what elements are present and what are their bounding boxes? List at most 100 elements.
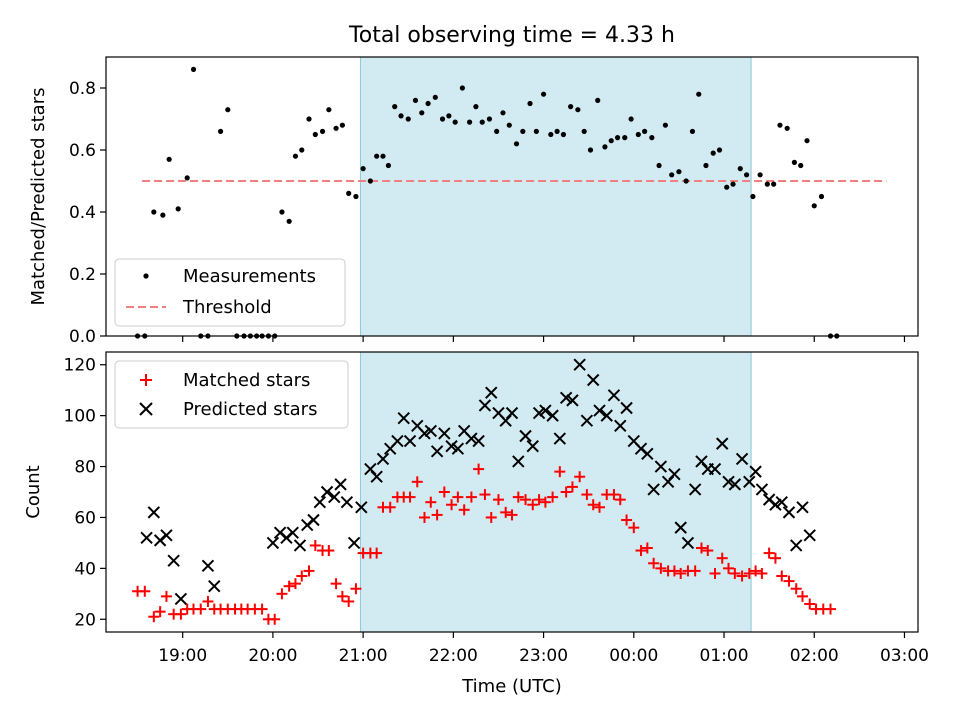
matched-star-point [425,496,437,508]
measurement-point [595,97,601,103]
predicted-star-point [553,432,567,445]
matched-star-point [485,511,497,523]
measurement-point [306,116,312,122]
matched-star-point [554,466,566,478]
predicted-star-point [573,358,586,371]
measurement-point [554,128,560,134]
predicted-star-point [391,434,404,448]
predicted-star-point [647,483,660,496]
measurement-point [689,128,696,134]
legend-predicted-marker [139,402,153,416]
measurement-point [339,122,345,128]
measurement-point [608,138,614,144]
measurement-point [635,131,641,138]
measurement-point [398,113,404,119]
measurement-point [750,193,756,200]
measurement-point [175,206,181,212]
top-plot-area [134,66,887,339]
matched-star-point [614,494,626,506]
y-tick-label: 0.2 [69,265,96,285]
matched-star-point [458,504,470,516]
matched-star-point [587,499,599,511]
predicted-star-point [307,513,320,527]
predicted-star-point [519,429,532,443]
bottom-x-ticks: 19:00 20:00 21:00 22:00 23:00 00:00 01:00 02:00… [158,632,929,666]
measurement-point [703,162,709,169]
predicted-star-point [340,495,354,509]
predicted-star-point [681,536,695,550]
predicted-star-point [140,531,153,545]
matched-star-point [289,578,301,590]
measurement-point [392,104,398,110]
matched-star-point [527,499,539,511]
predicted-star-point [803,529,816,542]
predicted-star-point [586,373,600,387]
matched-star-point [175,608,187,620]
matched-star-point [635,545,647,557]
predicted-star-point [167,554,180,567]
matched-star-point [479,489,491,501]
legend-matched-label: Matched stars [183,370,310,391]
measurement-point [737,166,743,172]
predicted-star-point [485,386,498,399]
top-y-ticks: 0.0 0.2 0.4 0.6 0.8 [69,79,106,347]
matched-star-point [723,562,735,574]
predicted-star-point [607,389,621,402]
predicted-star-point [347,536,361,550]
matched-star-point [750,565,762,577]
matched-star-point [695,542,707,554]
matched-star-point [581,489,593,501]
predicted-star-point [559,391,573,405]
measurement-point [446,113,452,119]
measurement-point [587,147,594,153]
measurement-point [466,119,473,125]
measurement-point [764,181,770,187]
matched-star-point [709,567,721,579]
x-tick-label: 03:00 [880,646,929,666]
measurement-point [662,122,668,128]
measurement-point [367,178,373,184]
predicted-star-point [397,411,410,425]
predicted-star-point [465,432,478,445]
measurement-point [628,116,634,122]
measurement-point [432,94,438,100]
measurement-point [333,125,339,131]
matched-star-point [492,494,504,506]
predicted-star-point [376,452,390,466]
y-tick-label: 0.4 [69,203,96,223]
matched-star-point [574,471,586,483]
predicted-star-point [370,470,383,483]
matched-star-point [824,603,836,615]
predicted-star-point [403,434,417,448]
matched-star-point [269,613,281,625]
measurement-point [326,107,332,113]
measurement-point [784,125,790,131]
bottom-legend: Matched stars Predicted stars [114,360,349,429]
predicted-star-point [160,529,173,542]
matched-star-point [655,562,667,574]
predicted-star-point [451,442,465,455]
matched-star-point [560,486,572,498]
matched-star-point [729,567,741,579]
y-tick-label: 60 [74,508,96,528]
matched-star-point [446,499,458,511]
predicted-star-point [313,495,327,509]
measurement-point [312,131,318,138]
predicted-star-point [716,437,729,450]
predicted-star-point [755,483,769,496]
predicted-star-point [789,539,803,552]
predicted-star-point [424,424,438,438]
bottom-axes-frame [105,351,919,633]
measurement-point [190,66,197,72]
matched-star-point [371,547,383,559]
measurement-point [225,107,231,113]
predicted-star-point [775,495,788,509]
predicted-star-point [796,501,809,514]
predicted-star-point [355,501,368,514]
measurement-point [459,85,465,91]
predicted-star-point [438,427,451,440]
x-tick-label: 02:00 [790,646,839,666]
measurement-point [527,100,533,107]
measurement-point [184,175,190,181]
